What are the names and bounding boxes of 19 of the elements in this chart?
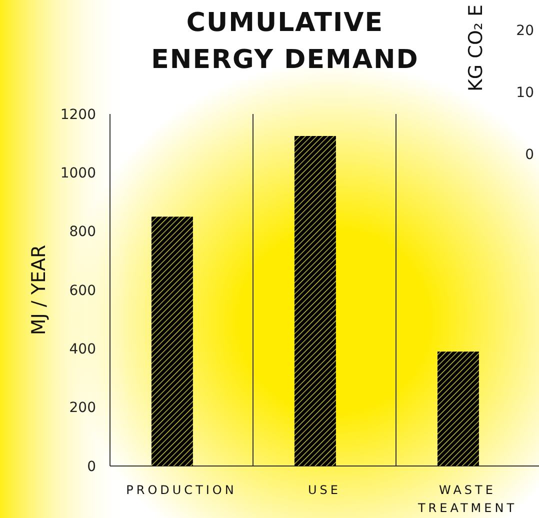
bar bbox=[294, 136, 336, 466]
bar bbox=[151, 216, 193, 466]
text: 10 bbox=[516, 84, 534, 101]
annotation: 0 bbox=[525, 146, 534, 163]
y-tick-label: 800 bbox=[69, 224, 96, 240]
text: 20 bbox=[516, 22, 534, 39]
bar bbox=[437, 352, 479, 466]
chart-title: CUMULATIVE ENERGY DEMAND bbox=[151, 8, 419, 75]
y-tick-label: 0 bbox=[87, 458, 96, 475]
y-axis-title: MJ / YEAR bbox=[28, 244, 50, 336]
y-tick-label: 600 bbox=[69, 282, 96, 299]
x-tick-label: WASTE TREATMENT bbox=[416, 483, 518, 515]
y-tick-label: 1200 bbox=[60, 106, 96, 123]
y-tick-label: 400 bbox=[69, 342, 96, 358]
x-tick-label: PRODUCTION bbox=[126, 483, 237, 497]
text: KG CO₂ E bbox=[465, 4, 487, 92]
y-tick-label: 200 bbox=[69, 400, 96, 416]
x-tick-label: USE bbox=[308, 483, 341, 497]
y-tick-label: 1000 bbox=[60, 166, 96, 182]
